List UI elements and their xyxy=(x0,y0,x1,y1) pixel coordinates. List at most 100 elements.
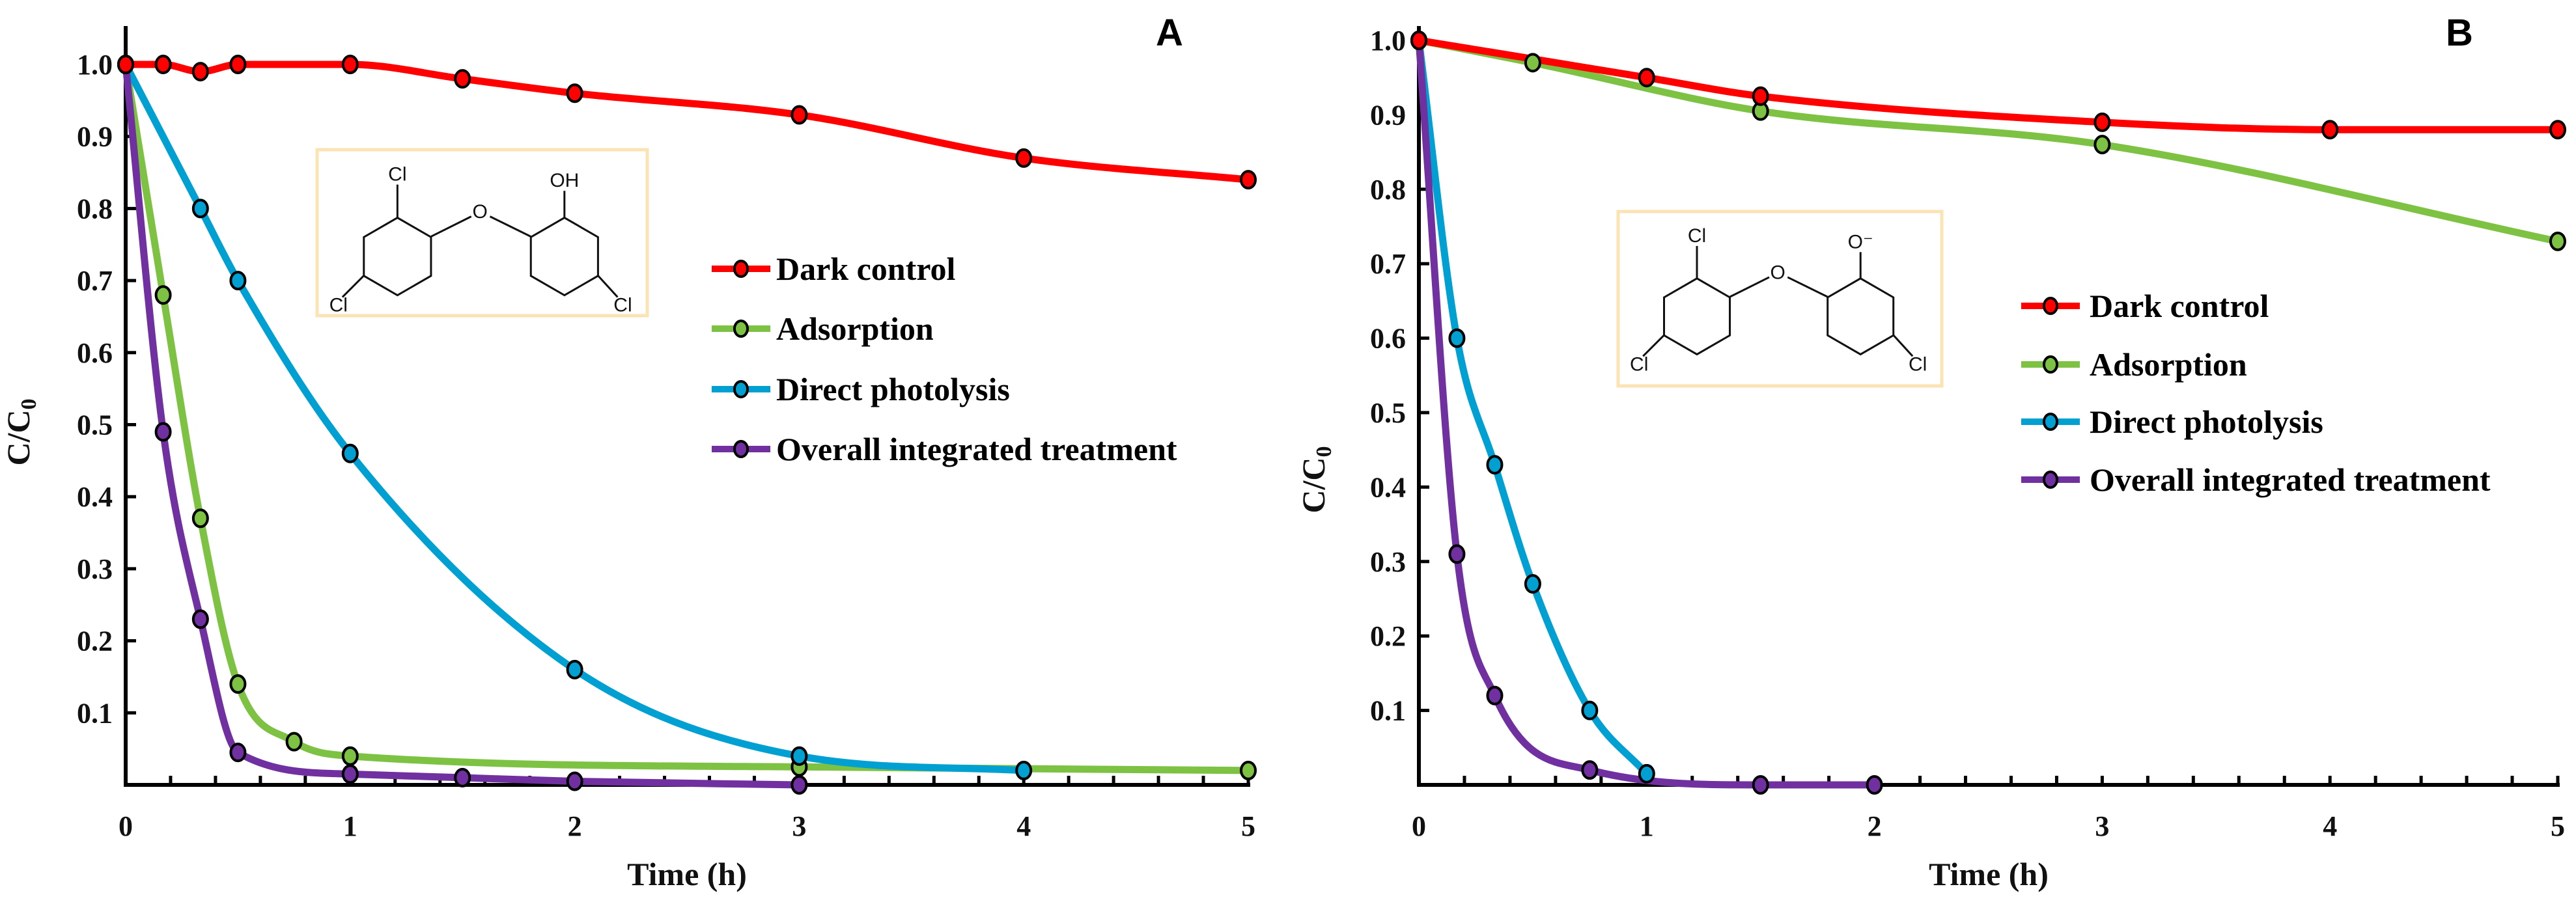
x-tick-label: 2 xyxy=(568,810,582,842)
legend-marker-icon xyxy=(2043,355,2058,374)
legend-item: Direct photolysis xyxy=(2021,404,2323,440)
x-tick-label: 1 xyxy=(343,810,357,842)
y-tick-label: 0.6 xyxy=(77,337,113,369)
data-point-marker xyxy=(454,767,471,787)
y-tick-label: 0.1 xyxy=(77,697,113,729)
legend-label: Overall integrated treatment xyxy=(2090,461,2491,498)
y-tick-label: 0.7 xyxy=(77,265,113,297)
legend-item: Adsorption xyxy=(712,310,934,347)
data-point-marker xyxy=(2549,231,2566,251)
data-point-marker xyxy=(791,746,808,766)
legend-label: Dark control xyxy=(776,251,956,287)
data-point-marker xyxy=(1015,760,1033,780)
data-point-marker xyxy=(191,508,209,528)
legend-label: Overall integrated treatment xyxy=(776,431,1177,467)
hydroxyl-label: OH xyxy=(550,170,579,191)
y-tick-label: 0.5 xyxy=(77,409,113,441)
data-point-marker xyxy=(117,55,134,74)
x-tick-label: 2 xyxy=(1868,810,1882,842)
x-axis-title: Time (h) xyxy=(1929,856,2049,892)
chlorine-atom-label: Cl xyxy=(613,295,632,316)
x-tick-label: 3 xyxy=(2095,810,2109,842)
y-tick-label: 0.8 xyxy=(1370,174,1406,206)
data-point-marker xyxy=(229,674,247,694)
data-point-marker xyxy=(154,55,172,74)
legend-label: Adsorption xyxy=(776,310,934,347)
legend-item: Overall integrated treatment xyxy=(712,431,1177,467)
structure-inset-frame xyxy=(1616,210,1944,388)
data-point-marker xyxy=(341,746,359,766)
y-tick-label: 0.7 xyxy=(1370,248,1406,280)
panel-a: O Cl OH Cl Cl 0.1 0.2 0.3 0.4 0.5 0.6 0.7 0.8 0.9 1.0 0… xyxy=(0,12,1257,892)
y-tick-label: 0.1 xyxy=(1370,695,1406,727)
legend-marker-icon xyxy=(733,260,749,278)
series-line-overall-integrated-treatment xyxy=(1415,36,1879,789)
y-tick-label: 0.8 xyxy=(77,193,113,225)
series-line-dark-control xyxy=(1415,36,2562,133)
y-tick-label: 0.9 xyxy=(77,121,113,153)
data-point-marker xyxy=(1581,700,1599,720)
data-point-marker xyxy=(341,764,359,784)
data-point-marker xyxy=(1486,685,1504,705)
x-tick-label: 1 xyxy=(1640,810,1654,842)
legend-label: Adsorption xyxy=(2090,346,2247,383)
panel-label: A xyxy=(1156,12,1183,54)
data-point-marker xyxy=(191,198,209,219)
data-point-marker xyxy=(791,105,808,125)
ether-bond xyxy=(430,215,531,238)
oxygen-atom-label: O xyxy=(1771,262,1785,283)
chemical-structure-inset: O Cl O⁻ Cl Cl xyxy=(1630,225,1927,375)
legend-marker-icon xyxy=(2043,471,2058,489)
data-point-marker xyxy=(1410,31,1427,50)
data-point-marker xyxy=(566,83,583,103)
legend-label: Direct photolysis xyxy=(776,371,1010,407)
data-point-marker xyxy=(454,69,471,89)
data-point-marker xyxy=(1486,455,1504,475)
x-axis-title: Time (h) xyxy=(627,856,747,892)
data-point-marker xyxy=(229,271,247,291)
y-tick-label: 0.4 xyxy=(77,481,113,513)
data-point-marker xyxy=(1638,68,1655,88)
chlorine-atom-label: Cl xyxy=(1909,353,1927,375)
data-point-marker xyxy=(1581,760,1599,780)
cl-bond xyxy=(597,275,619,298)
data-point-marker xyxy=(229,55,247,74)
data-point-marker xyxy=(2093,135,2111,155)
y-tick-label: 0.2 xyxy=(77,625,113,657)
data-point-marker xyxy=(1015,148,1033,168)
x-tick-label: 0 xyxy=(1412,810,1426,842)
data-point-marker xyxy=(1524,574,1541,594)
series-line-dark-control xyxy=(122,61,1252,184)
y-axis-title: C/C0 xyxy=(0,398,41,465)
data-point-marker xyxy=(1240,170,1257,190)
data-point-marker xyxy=(1638,763,1655,784)
y-axis-title: C/C0 xyxy=(1295,446,1336,513)
legend: Dark control Adsorption Direct photolysis O… xyxy=(712,251,1177,467)
phenolate-label: O⁻ xyxy=(1848,231,1873,253)
chlorine-atom-label: Cl xyxy=(1688,225,1706,247)
legend-marker-icon xyxy=(733,440,749,458)
data-point-marker xyxy=(229,743,247,763)
legend-item: Adsorption xyxy=(2021,346,2247,383)
data-point-marker xyxy=(2549,120,2566,140)
legend-label: Dark control xyxy=(2090,288,2269,324)
chlorine-atom-label: Cl xyxy=(1630,353,1648,375)
data-point-marker xyxy=(341,443,359,463)
y-tick-label: 1.0 xyxy=(1370,25,1406,57)
x-tick-label: 0 xyxy=(119,810,133,842)
oxygen-atom-label: O xyxy=(472,201,487,223)
data-point-marker xyxy=(154,422,172,442)
data-point-marker xyxy=(791,775,808,795)
ether-bond xyxy=(1729,276,1828,298)
data-point-marker xyxy=(1448,328,1466,348)
series-line-adsorption xyxy=(122,61,1252,774)
panel-label: B xyxy=(2446,12,2473,54)
data-point-marker xyxy=(154,285,172,305)
data-point-marker xyxy=(285,732,303,752)
x-tick-label: 4 xyxy=(2323,810,2337,842)
legend-marker-icon xyxy=(733,320,749,338)
structure-inset-frame xyxy=(315,148,649,318)
cl-bond xyxy=(1892,335,1914,357)
x-tick-label: 3 xyxy=(792,810,806,842)
y-tick-label: 0.3 xyxy=(77,553,113,585)
